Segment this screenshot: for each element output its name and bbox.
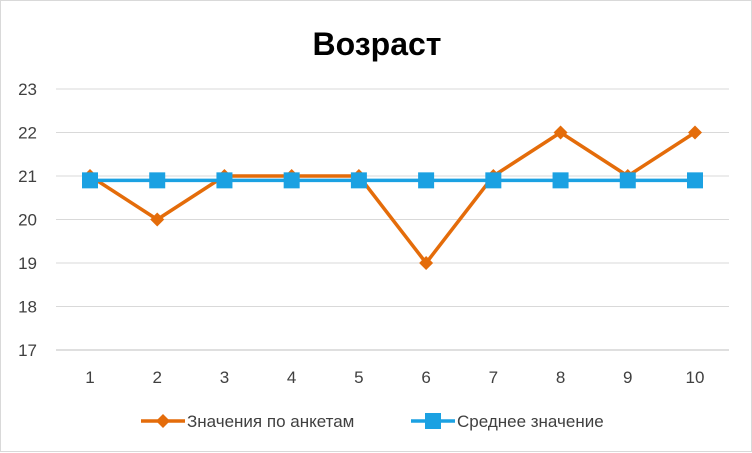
x-tick-label: 1 (85, 368, 94, 387)
data-point (149, 172, 166, 189)
x-tick-label: 9 (623, 368, 632, 387)
x-tick-label: 10 (686, 368, 705, 387)
legend-entry: Среднее значение (411, 412, 604, 431)
data-point (418, 172, 435, 189)
chart-title: Возраст (313, 26, 442, 62)
data-point (485, 172, 502, 189)
y-tick-label: 22 (18, 124, 37, 143)
data-point (619, 172, 636, 189)
legend-label: Значения по анкетам (187, 412, 354, 431)
y-tick-label: 18 (18, 298, 37, 317)
series-layer (82, 125, 703, 270)
x-tick-label: 4 (287, 368, 296, 387)
data-point (419, 256, 434, 270)
data-point (688, 125, 702, 140)
series-1 (83, 125, 702, 270)
data-point (552, 172, 569, 189)
x-tick-label: 7 (489, 368, 498, 387)
x-tick-label: 8 (556, 368, 565, 387)
data-point (82, 172, 98, 189)
legend: Значения по анкетам Среднее значение (141, 412, 604, 431)
data-point (553, 125, 568, 140)
data-point (687, 172, 703, 189)
data-point (350, 172, 367, 189)
y-tick-label: 21 (18, 167, 37, 186)
y-axis-ticks: 17 18 19 20 21 22 23 (18, 80, 37, 360)
legend-entry: Значения по анкетам (141, 412, 354, 431)
x-tick-label: 5 (354, 368, 363, 387)
data-point (150, 212, 165, 227)
y-tick-label: 19 (18, 254, 37, 273)
legend-label: Среднее значение (457, 412, 604, 431)
x-tick-label: 2 (152, 368, 161, 387)
data-point (283, 172, 300, 189)
gridlines (56, 88, 729, 351)
x-tick-label: 3 (220, 368, 229, 387)
x-tick-label: 6 (421, 368, 430, 387)
y-tick-label: 23 (18, 80, 37, 99)
series-line (89, 130, 696, 265)
x-axis-ticks: 1 2 3 4 5 6 7 8 9 10 (85, 368, 704, 387)
series-2 (82, 172, 703, 189)
legend-marker (425, 413, 441, 429)
data-point (216, 172, 233, 189)
legend-marker (156, 414, 170, 428)
y-tick-label: 20 (18, 211, 37, 230)
y-tick-label: 17 (18, 341, 37, 360)
